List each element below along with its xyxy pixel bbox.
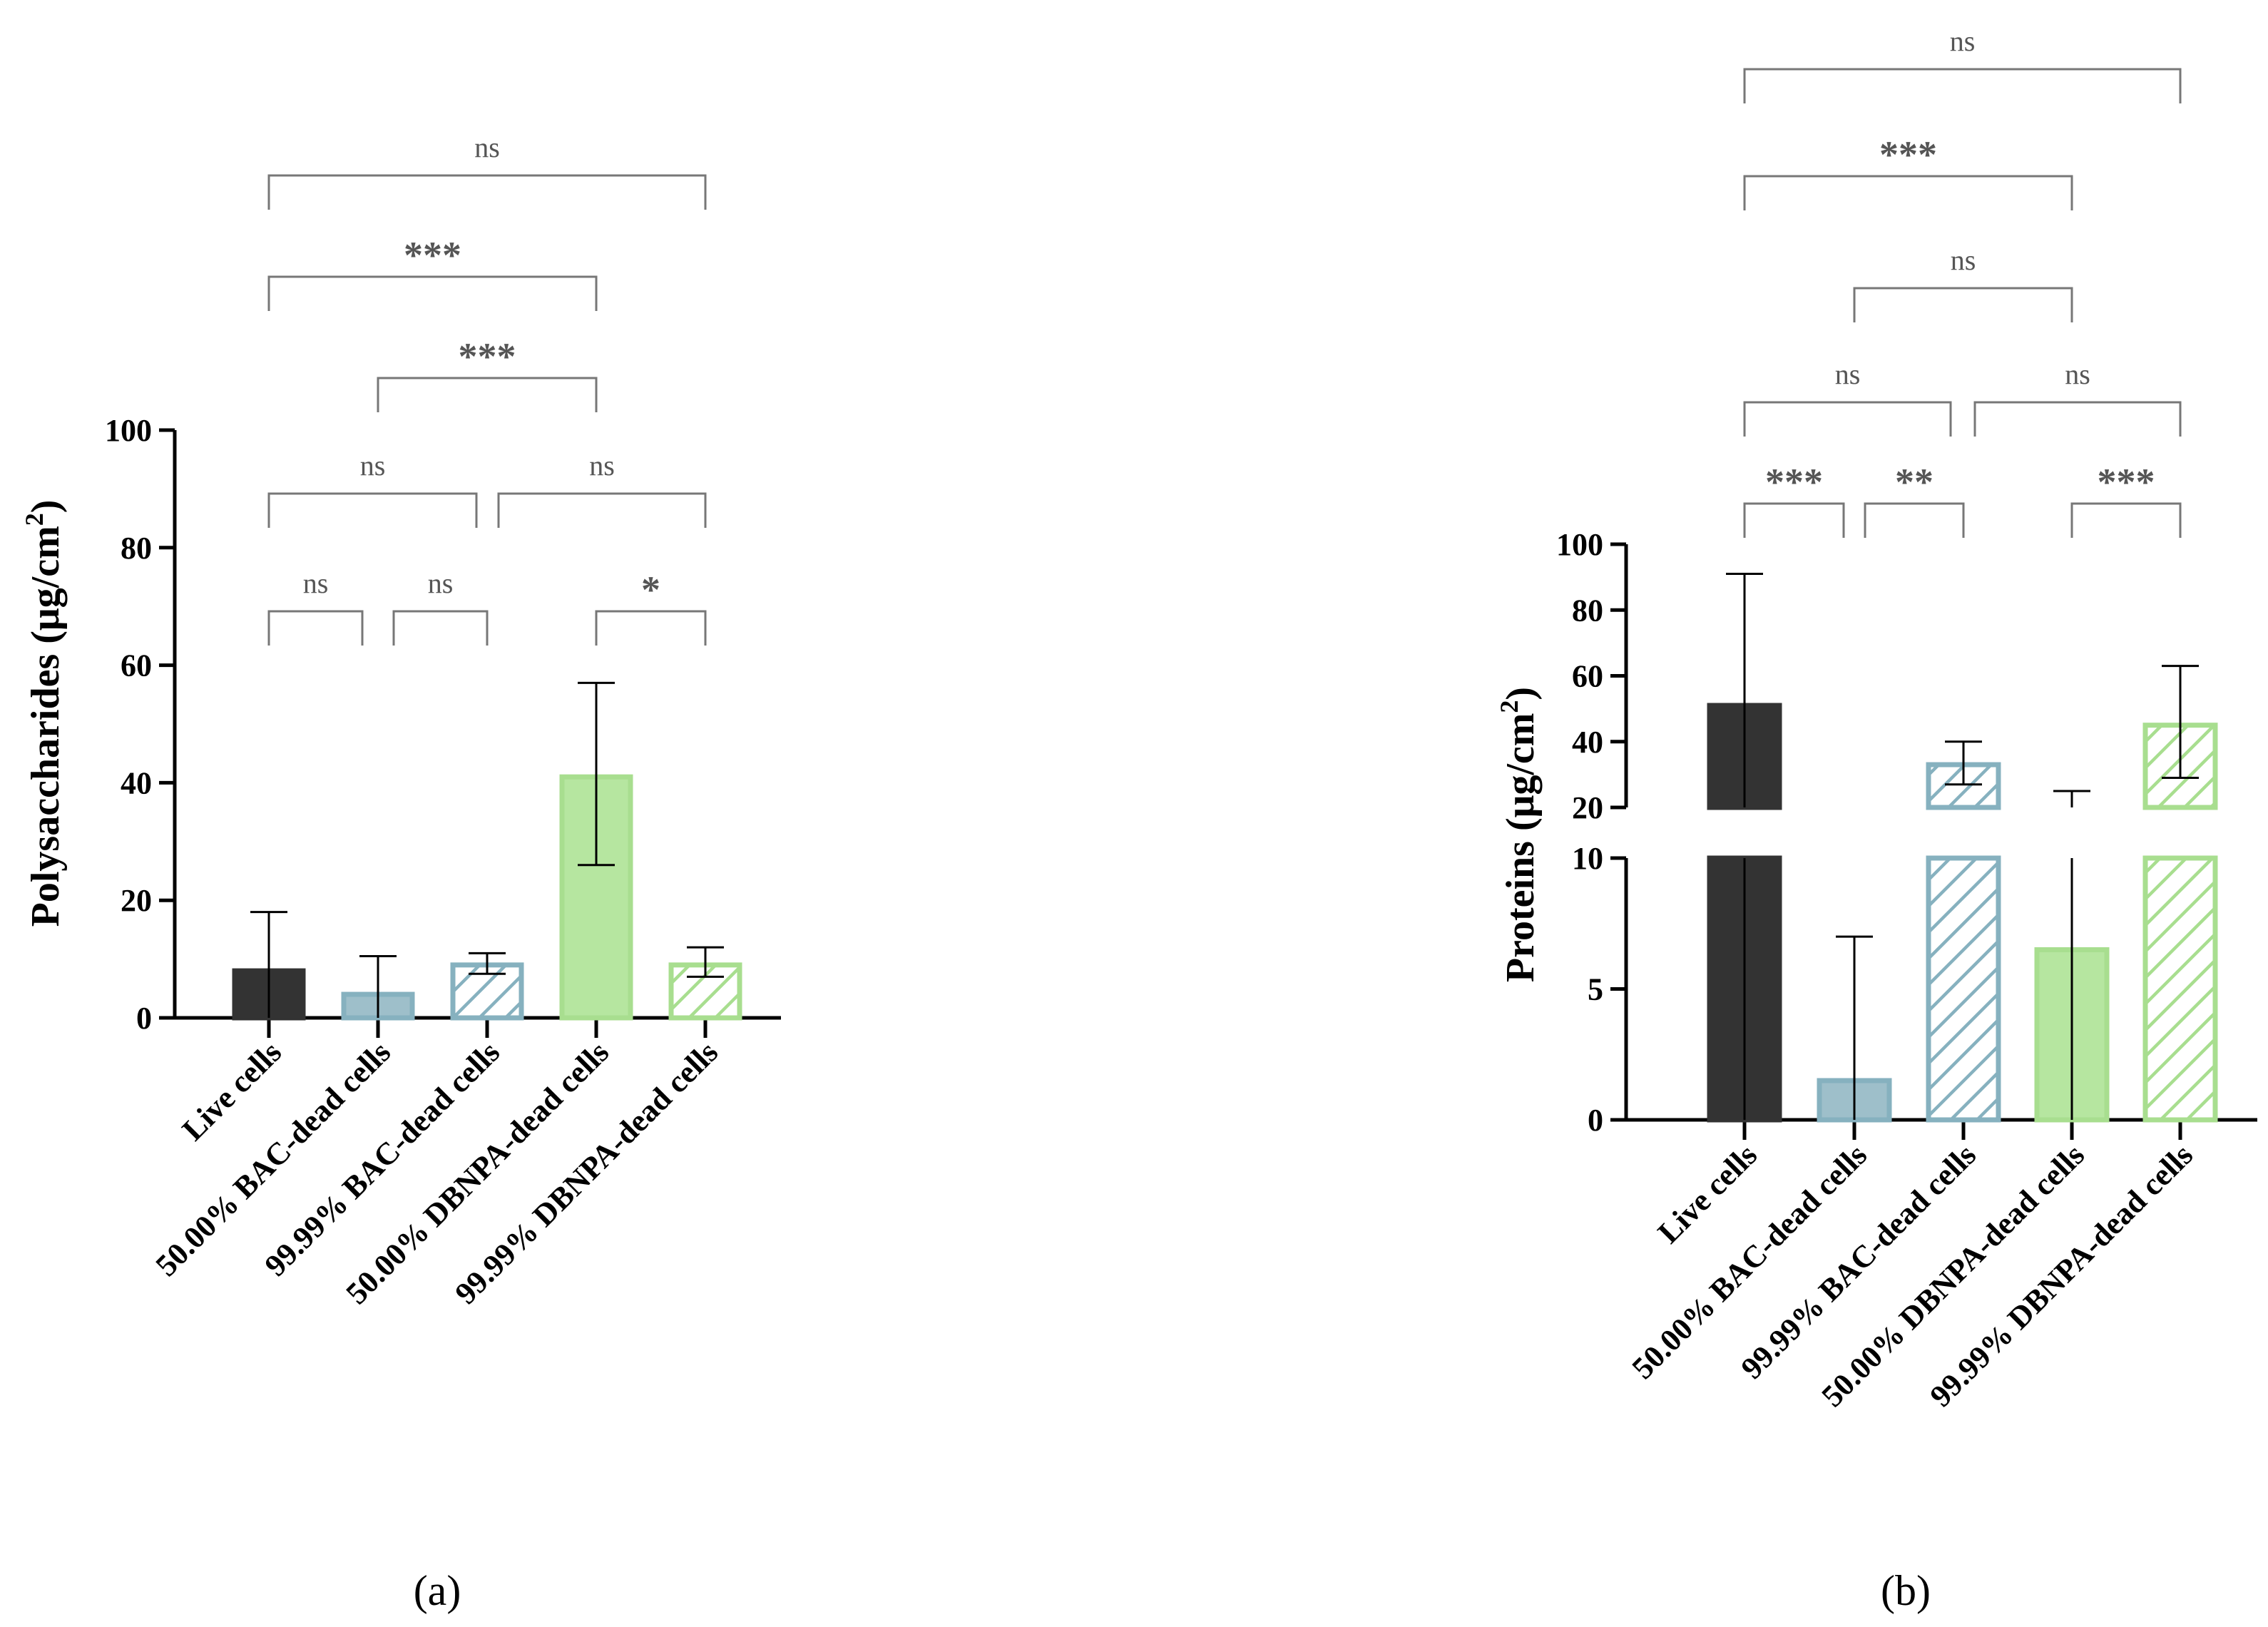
significance-label: ns [2065, 358, 2090, 390]
significance-label: ns [589, 449, 615, 481]
significance-bracket [595, 610, 707, 646]
y-tick-label: 0 [1588, 1103, 1603, 1138]
y-tick-label: 80 [1572, 593, 1603, 628]
y-tick-label: 10 [1572, 841, 1603, 876]
significance-label: * [641, 568, 660, 611]
significance-label: *** [1765, 461, 1823, 504]
panel-label-a: (a) [414, 1567, 461, 1614]
significance-bracket [497, 492, 707, 528]
y-tick-label: 60 [121, 648, 152, 683]
significance-bracket [267, 492, 478, 528]
bar-lower-segment [2142, 855, 2218, 1123]
significance-label: *** [459, 335, 516, 378]
significance-bracket [1743, 401, 1952, 437]
bar-lower-segment [1926, 855, 2001, 1123]
panel-label-b: (b) [1881, 1567, 1931, 1614]
significance-label: ns [1835, 358, 1861, 390]
significance-label: *** [404, 234, 461, 277]
significance-label: *** [1879, 133, 1937, 176]
significance-bracket [1853, 287, 2073, 322]
significance-label: *** [2098, 461, 2155, 504]
significance-label: ns [1951, 244, 1976, 276]
y-tick-label: 100 [1556, 527, 1603, 562]
significance-bracket [267, 610, 364, 646]
y-tick-label: 60 [1572, 659, 1603, 694]
chart-b: Proteins (μg/cm2) (b) 0 5 10 20 40 60 80 100 Liv… [1495, 25, 2257, 1614]
significance-bracket [392, 610, 489, 646]
x-tick-label: Live cells [1651, 1137, 1764, 1250]
significance-bracket [267, 275, 598, 311]
significance-bracket [1743, 68, 2182, 103]
significance-label: ns [1950, 25, 1976, 57]
y-tick-label: 40 [1572, 725, 1603, 760]
y-tick-label: 0 [136, 1001, 152, 1036]
y-tick-label: 100 [105, 413, 152, 448]
y-tick-label: 40 [121, 765, 152, 800]
significance-bracket [1743, 502, 1845, 538]
significance-bracket [1743, 175, 2073, 210]
significance-bracket [377, 377, 598, 412]
y-axis-label-a: Polysaccharides (μg/cm2) [20, 500, 68, 927]
significance-bracket [267, 174, 707, 210]
y-tick-label: 80 [121, 531, 152, 566]
significance-label: ns [428, 567, 454, 599]
chart-a: Polysaccharides (μg/cm2) (a) 0 20 40 60 80 10… [20, 131, 781, 1614]
y-axis-label-b: Proteins (μg/cm2) [1495, 687, 1543, 982]
x-tick-label: Live cells [175, 1034, 288, 1147]
significance-bracket [1973, 401, 2182, 437]
significance-label: ns [303, 567, 329, 599]
significance-label: ns [360, 449, 386, 481]
bar [668, 962, 742, 1021]
significance-bracket [2070, 502, 2182, 538]
y-tick-label: 20 [1572, 790, 1603, 825]
significance-label: ns [474, 131, 500, 163]
y-tick-label: 20 [121, 883, 152, 918]
y-tick-label: 5 [1588, 972, 1603, 1007]
significance-bracket [1864, 502, 1965, 538]
significance-label: ** [1895, 461, 1934, 504]
